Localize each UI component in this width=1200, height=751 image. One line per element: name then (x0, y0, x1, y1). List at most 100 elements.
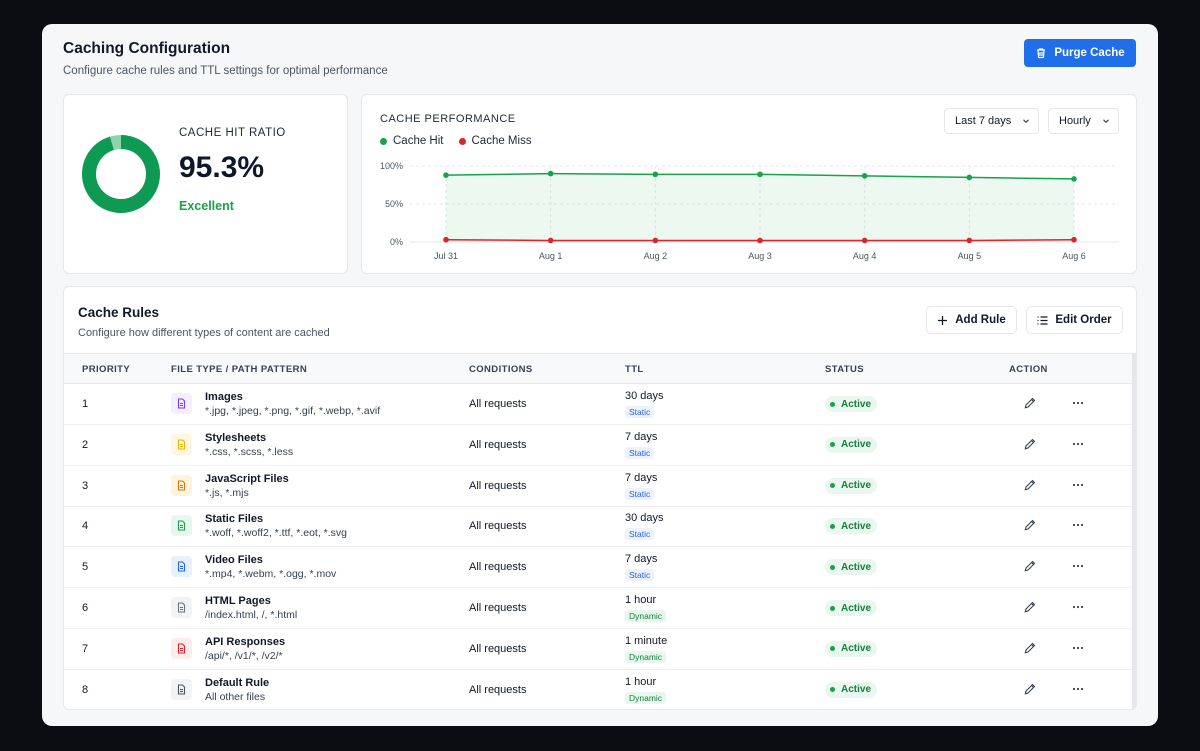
html-file-icon (171, 597, 192, 618)
row-file-type-name: Static Files (205, 513, 264, 526)
edit-pencil-icon[interactable] (1023, 396, 1037, 410)
video-file-icon (171, 556, 192, 578)
row-path-pattern: /index.html, /, *.html (205, 609, 298, 621)
rules-subtitle: Configure how different types of content… (78, 327, 330, 339)
row-path-pattern: *.css, *.scss, *.less (205, 445, 294, 458)
default-file-icon (171, 678, 192, 700)
add-rule-button[interactable]: Add Rule (926, 306, 1017, 334)
cache-miss-point (757, 237, 763, 244)
row-conditions: All requests (469, 683, 527, 696)
edit-order-button[interactable]: Edit Order (1026, 306, 1123, 334)
col-conditions: CONDITIONS (469, 364, 533, 375)
edit-pencil-icon[interactable] (1023, 600, 1037, 614)
cache-performance-card: CACHE PERFORMANCE Cache Hit Cache Miss L… (361, 94, 1137, 274)
edit-pencil-icon[interactable] (1023, 559, 1037, 573)
cache-hit-point (652, 171, 659, 178)
col-file-type: FILE TYPE / PATH PATTERN (171, 364, 308, 375)
row-conditions: All requests (469, 642, 527, 655)
y-tick-label: 50% (385, 199, 403, 209)
edit-pencil-icon[interactable] (1023, 518, 1037, 532)
edit-pencil-icon[interactable] (1023, 437, 1037, 451)
cache-hit-point (1071, 176, 1077, 182)
chart-legend: Cache Hit Cache Miss (380, 135, 532, 147)
cache-hit-point (547, 170, 554, 177)
status-badge: Active (825, 640, 878, 657)
row-path-pattern: /api/*, /v1/*, /v2/* (205, 649, 283, 662)
row-ttl: 1 minute (625, 634, 668, 647)
x-tick-label: Aug 2 (644, 251, 668, 261)
table-row: 5 Video Files *.mp4, *.webm, *.ogg, *.mo… (64, 547, 1136, 589)
list-icon (1037, 315, 1048, 325)
hit-ratio-label: CACHE HIT RATIO (179, 127, 286, 139)
legend-dot-hit (380, 137, 387, 145)
more-horizontal-icon[interactable] (1071, 518, 1085, 532)
edit-pencil-icon[interactable] (1023, 682, 1037, 696)
row-priority: 5 (82, 561, 89, 574)
cache-miss-point (652, 237, 659, 244)
status-label: Active (841, 561, 872, 573)
chevron-down-icon (1103, 119, 1109, 124)
cache-miss-point (443, 236, 449, 243)
legend-label-hit: Cache Hit (393, 135, 444, 147)
interval-select-value: Hourly (1059, 115, 1091, 127)
y-tick-label: 100% (380, 161, 403, 171)
row-ttl: 1 hour (625, 594, 657, 606)
row-file-type-name: Stylesheets (205, 431, 267, 444)
more-horizontal-icon[interactable] (1071, 478, 1085, 492)
row-conditions: All requests (469, 479, 527, 492)
image-file-icon (171, 393, 192, 414)
hit-ratio-status: Excellent (179, 199, 234, 213)
x-tick-label: Jul 31 (434, 251, 458, 261)
row-priority: 1 (82, 398, 89, 410)
legend-item-cache-miss: Cache Miss (458, 135, 532, 147)
more-horizontal-icon[interactable] (1071, 396, 1085, 410)
more-horizontal-icon[interactable] (1071, 600, 1085, 614)
add-rule-label: Add Rule (955, 314, 1006, 326)
edit-pencil-icon[interactable] (1023, 641, 1037, 655)
cache-hit-area (446, 173, 1074, 242)
row-ttl: 30 days (625, 390, 664, 402)
row-ttl: 7 days (625, 430, 658, 443)
purge-cache-label: Purge Cache (1054, 47, 1125, 59)
more-horizontal-icon[interactable] (1071, 641, 1085, 655)
cache-hit-point (861, 173, 868, 179)
row-priority: 2 (82, 438, 89, 451)
table-scrollbar[interactable] (1132, 353, 1136, 709)
col-action: ACTION (1009, 364, 1048, 375)
page-title: Caching Configuration (63, 40, 231, 57)
status-badge: Active (825, 477, 878, 494)
status-label: Active (841, 602, 872, 614)
row-conditions: All requests (469, 602, 527, 614)
stylesheet-file-icon (171, 433, 192, 455)
interval-select[interactable]: Hourly (1048, 108, 1119, 134)
legend-item-cache-hit: Cache Hit (380, 135, 444, 147)
purge-cache-button[interactable]: Purge Cache (1024, 39, 1136, 67)
more-horizontal-icon[interactable] (1071, 682, 1085, 696)
status-dot (830, 401, 835, 407)
cache-hit-point (966, 174, 973, 181)
more-horizontal-icon[interactable] (1071, 559, 1085, 573)
cache-miss-point (861, 237, 868, 244)
status-label: Active (841, 520, 872, 532)
row-ttl: 7 days (625, 553, 658, 566)
row-file-type-name: Video Files (205, 554, 263, 567)
table-row: 8 Default Rule All other files All reque… (64, 670, 1136, 709)
x-tick-label: Aug 4 (853, 251, 877, 261)
status-dot (830, 442, 835, 448)
row-file-type-name: Default Rule (205, 676, 270, 689)
row-priority: 3 (82, 479, 89, 492)
edit-pencil-icon[interactable] (1023, 478, 1037, 492)
row-cache-type-tag: Static (625, 528, 655, 541)
row-ttl: 7 days (625, 471, 658, 484)
javascript-file-icon (171, 474, 192, 496)
y-tick-label: 0% (390, 237, 403, 247)
legend-dot-miss (458, 137, 466, 145)
row-ttl: 1 hour (625, 675, 657, 688)
more-horizontal-icon[interactable] (1071, 437, 1085, 451)
range-select[interactable]: Last 7 days (944, 108, 1039, 134)
legend-label-miss: Cache Miss (471, 135, 532, 147)
cache-miss-point (966, 237, 973, 244)
status-badge: Active (825, 681, 878, 698)
hit-ratio-donut (82, 135, 160, 213)
row-priority: 6 (82, 602, 89, 614)
